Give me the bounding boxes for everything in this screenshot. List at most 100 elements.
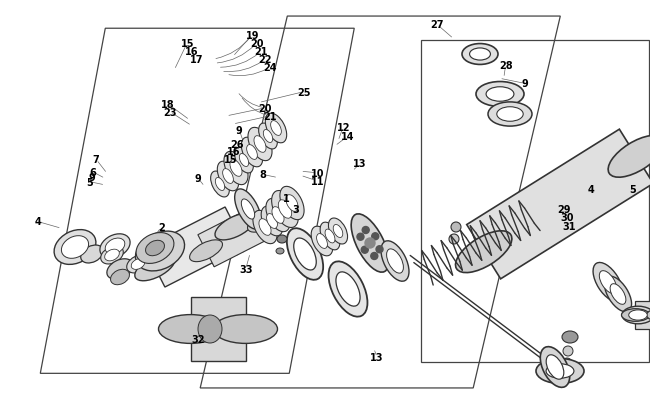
- Text: 22: 22: [259, 55, 272, 65]
- Ellipse shape: [497, 107, 523, 122]
- Ellipse shape: [263, 130, 273, 143]
- Ellipse shape: [604, 277, 632, 312]
- Ellipse shape: [622, 307, 650, 324]
- Ellipse shape: [135, 232, 185, 271]
- Ellipse shape: [328, 218, 348, 244]
- Ellipse shape: [325, 230, 335, 243]
- Ellipse shape: [248, 211, 280, 232]
- Ellipse shape: [449, 234, 459, 244]
- Ellipse shape: [215, 214, 255, 240]
- Text: 20: 20: [250, 39, 263, 49]
- Ellipse shape: [61, 236, 88, 259]
- Ellipse shape: [486, 87, 514, 102]
- Ellipse shape: [599, 271, 617, 294]
- Ellipse shape: [261, 207, 283, 236]
- Ellipse shape: [217, 162, 239, 191]
- Ellipse shape: [198, 315, 222, 343]
- Text: 25: 25: [298, 87, 311, 97]
- Text: 21: 21: [263, 112, 276, 122]
- Ellipse shape: [610, 284, 626, 305]
- Ellipse shape: [241, 199, 255, 220]
- Ellipse shape: [235, 190, 261, 230]
- Text: 30: 30: [560, 213, 573, 223]
- Text: 26: 26: [231, 140, 244, 150]
- Text: 9: 9: [236, 126, 242, 135]
- Ellipse shape: [253, 211, 277, 244]
- Ellipse shape: [135, 254, 175, 281]
- Text: 23: 23: [164, 108, 177, 117]
- Ellipse shape: [351, 214, 389, 273]
- Ellipse shape: [259, 219, 271, 236]
- Ellipse shape: [190, 240, 222, 262]
- Ellipse shape: [333, 225, 343, 238]
- Ellipse shape: [213, 315, 278, 343]
- Text: 10: 10: [311, 168, 324, 178]
- Ellipse shape: [287, 229, 323, 280]
- Ellipse shape: [246, 145, 257, 160]
- Ellipse shape: [101, 246, 124, 264]
- Text: 15: 15: [181, 39, 194, 49]
- Ellipse shape: [277, 235, 287, 243]
- Ellipse shape: [272, 191, 298, 228]
- Ellipse shape: [81, 245, 103, 263]
- Text: 13: 13: [370, 352, 383, 362]
- Ellipse shape: [146, 241, 164, 256]
- Ellipse shape: [211, 172, 229, 198]
- Text: 19: 19: [246, 31, 259, 40]
- Ellipse shape: [328, 262, 367, 317]
- Ellipse shape: [546, 364, 574, 378]
- Text: 21: 21: [255, 47, 268, 57]
- Text: 7: 7: [93, 155, 99, 165]
- Text: 28: 28: [499, 61, 512, 70]
- Circle shape: [365, 239, 375, 248]
- Ellipse shape: [105, 249, 120, 261]
- Text: 33: 33: [239, 264, 252, 274]
- Text: 9: 9: [522, 79, 528, 89]
- Ellipse shape: [593, 263, 623, 302]
- Text: 9: 9: [195, 174, 202, 184]
- Ellipse shape: [136, 233, 174, 264]
- Ellipse shape: [562, 331, 578, 343]
- Text: 18: 18: [161, 100, 174, 109]
- Text: 1: 1: [283, 194, 289, 203]
- Ellipse shape: [235, 148, 254, 173]
- Ellipse shape: [276, 248, 284, 254]
- Polygon shape: [145, 207, 245, 287]
- Ellipse shape: [254, 136, 266, 153]
- Ellipse shape: [270, 122, 281, 136]
- Ellipse shape: [265, 114, 287, 143]
- Ellipse shape: [278, 200, 292, 219]
- Text: 14: 14: [341, 132, 354, 142]
- Ellipse shape: [546, 355, 564, 379]
- Ellipse shape: [317, 234, 328, 249]
- Text: 17: 17: [190, 55, 203, 65]
- Text: 24: 24: [263, 63, 276, 73]
- Ellipse shape: [259, 124, 278, 149]
- Ellipse shape: [266, 199, 290, 232]
- Ellipse shape: [107, 259, 133, 279]
- Ellipse shape: [608, 136, 650, 178]
- Ellipse shape: [451, 222, 461, 232]
- Ellipse shape: [215, 178, 225, 191]
- Ellipse shape: [272, 207, 284, 224]
- Text: 6: 6: [89, 167, 96, 177]
- Text: 31: 31: [562, 221, 575, 231]
- Text: 27: 27: [430, 20, 443, 30]
- Text: 20: 20: [259, 104, 272, 113]
- Ellipse shape: [54, 230, 96, 265]
- Ellipse shape: [387, 249, 404, 273]
- Ellipse shape: [462, 45, 498, 65]
- Ellipse shape: [266, 214, 278, 229]
- Text: 5: 5: [629, 185, 636, 194]
- Ellipse shape: [540, 347, 569, 388]
- Ellipse shape: [488, 102, 532, 127]
- Ellipse shape: [127, 256, 150, 273]
- Polygon shape: [198, 206, 272, 267]
- Ellipse shape: [223, 169, 233, 184]
- Ellipse shape: [621, 309, 649, 322]
- Ellipse shape: [241, 138, 263, 167]
- Text: 4: 4: [588, 185, 595, 194]
- Text: 16: 16: [185, 47, 198, 57]
- Ellipse shape: [224, 152, 248, 185]
- Ellipse shape: [629, 310, 647, 320]
